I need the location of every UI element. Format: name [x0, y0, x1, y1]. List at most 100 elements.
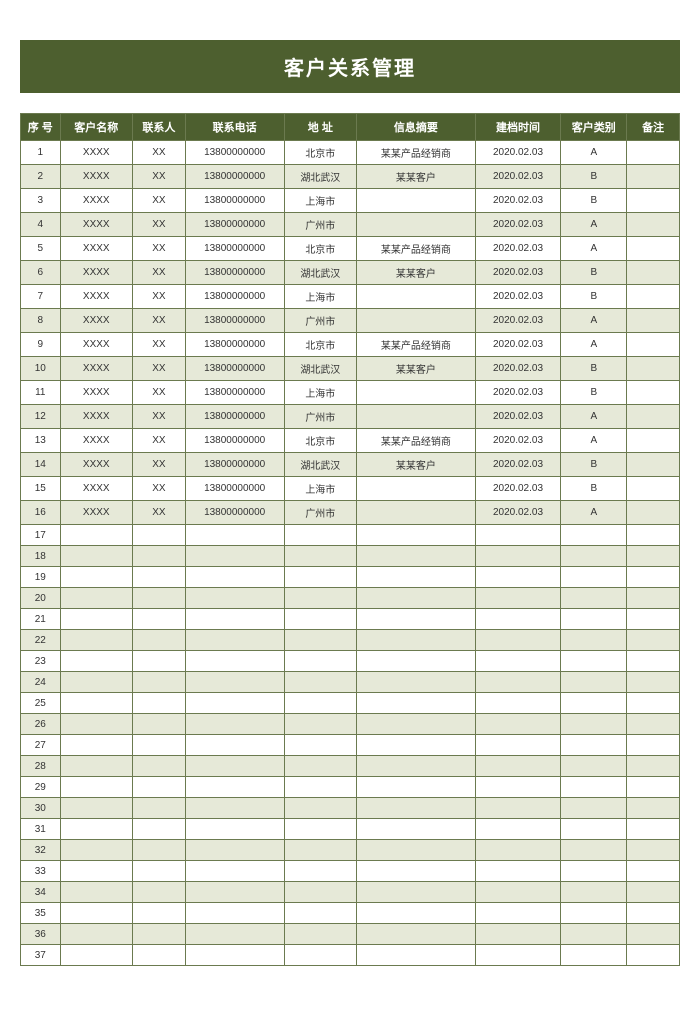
- cell-contact: XX: [133, 309, 186, 333]
- cell-summary: [357, 945, 476, 966]
- cell-name: [60, 525, 132, 546]
- cell-phone: [185, 945, 284, 966]
- cell-name: XXXX: [60, 453, 132, 477]
- table-body: 1XXXXXX13800000000北京市某某产品经销商2020.02.03A2…: [21, 141, 680, 966]
- cell-cat: [561, 945, 627, 966]
- cell-date: 2020.02.03: [475, 285, 561, 309]
- cell-summary: [357, 630, 476, 651]
- cell-seq: 12: [21, 405, 61, 429]
- cell-contact: [133, 756, 186, 777]
- cell-cat: A: [561, 141, 627, 165]
- cell-cat: [561, 903, 627, 924]
- cell-date: [475, 903, 561, 924]
- cell-cat: A: [561, 333, 627, 357]
- cell-name: XXXX: [60, 501, 132, 525]
- cell-addr: 上海市: [284, 285, 356, 309]
- table-row: 24: [21, 672, 680, 693]
- cell-addr: [284, 945, 356, 966]
- cell-cat: [561, 840, 627, 861]
- cell-seq: 14: [21, 453, 61, 477]
- cell-date: 2020.02.03: [475, 141, 561, 165]
- cell-cat: A: [561, 237, 627, 261]
- cell-phone: 13800000000: [185, 165, 284, 189]
- cell-addr: 上海市: [284, 189, 356, 213]
- cell-name: XXXX: [60, 285, 132, 309]
- cell-name: XXXX: [60, 429, 132, 453]
- cell-seq: 6: [21, 261, 61, 285]
- cell-phone: 13800000000: [185, 453, 284, 477]
- cell-cat: B: [561, 285, 627, 309]
- cell-addr: 湖北武汉: [284, 261, 356, 285]
- cell-addr: 广州市: [284, 213, 356, 237]
- cell-remark: [627, 861, 680, 882]
- cell-name: XXXX: [60, 189, 132, 213]
- cell-summary: [357, 756, 476, 777]
- cell-addr: [284, 693, 356, 714]
- cell-name: [60, 945, 132, 966]
- cell-phone: [185, 819, 284, 840]
- cell-seq: 9: [21, 333, 61, 357]
- cell-contact: XX: [133, 285, 186, 309]
- cell-contact: [133, 798, 186, 819]
- cell-contact: [133, 630, 186, 651]
- cell-phone: [185, 840, 284, 861]
- cell-seq: 4: [21, 213, 61, 237]
- cell-remark: [627, 903, 680, 924]
- cell-remark: [627, 213, 680, 237]
- cell-date: [475, 609, 561, 630]
- table-row: 5XXXXXX13800000000北京市某某产品经销商2020.02.03A: [21, 237, 680, 261]
- cell-contact: [133, 735, 186, 756]
- cell-remark: [627, 798, 680, 819]
- cell-date: [475, 945, 561, 966]
- cell-phone: 13800000000: [185, 141, 284, 165]
- cell-name: XXXX: [60, 381, 132, 405]
- cell-contact: XX: [133, 405, 186, 429]
- cell-name: [60, 840, 132, 861]
- cell-date: [475, 798, 561, 819]
- title-spacer: [20, 93, 680, 113]
- cell-addr: [284, 567, 356, 588]
- table-row: 33: [21, 861, 680, 882]
- cell-name: [60, 924, 132, 945]
- cell-date: 2020.02.03: [475, 213, 561, 237]
- cell-name: XXXX: [60, 477, 132, 501]
- cell-summary: [357, 309, 476, 333]
- cell-name: [60, 567, 132, 588]
- cell-summary: [357, 714, 476, 735]
- cell-remark: [627, 381, 680, 405]
- cell-summary: 某某产品经销商: [357, 333, 476, 357]
- cell-seq: 17: [21, 525, 61, 546]
- cell-date: [475, 672, 561, 693]
- cell-contact: [133, 861, 186, 882]
- cell-cat: [561, 672, 627, 693]
- cell-seq: 5: [21, 237, 61, 261]
- cell-addr: 北京市: [284, 333, 356, 357]
- cell-contact: [133, 651, 186, 672]
- cell-seq: 26: [21, 714, 61, 735]
- cell-seq: 16: [21, 501, 61, 525]
- cell-addr: [284, 903, 356, 924]
- cell-contact: XX: [133, 381, 186, 405]
- cell-remark: [627, 714, 680, 735]
- cell-remark: [627, 165, 680, 189]
- table-row: 13XXXXXX13800000000北京市某某产品经销商2020.02.03A: [21, 429, 680, 453]
- cell-summary: [357, 882, 476, 903]
- cell-cat: [561, 756, 627, 777]
- cell-seq: 3: [21, 189, 61, 213]
- cell-seq: 35: [21, 903, 61, 924]
- cell-summary: [357, 651, 476, 672]
- col-header-name: 客户名称: [60, 114, 132, 141]
- cell-seq: 20: [21, 588, 61, 609]
- table-row: 14XXXXXX13800000000湖北武汉某某客户2020.02.03B: [21, 453, 680, 477]
- cell-contact: [133, 714, 186, 735]
- cell-seq: 24: [21, 672, 61, 693]
- cell-cat: [561, 588, 627, 609]
- cell-phone: 13800000000: [185, 405, 284, 429]
- cell-contact: [133, 588, 186, 609]
- cell-addr: [284, 882, 356, 903]
- cell-remark: [627, 525, 680, 546]
- col-header-contact: 联系人: [133, 114, 186, 141]
- cell-phone: [185, 546, 284, 567]
- cell-name: XXXX: [60, 237, 132, 261]
- table-row: 2XXXXXX13800000000湖北武汉某某客户2020.02.03B: [21, 165, 680, 189]
